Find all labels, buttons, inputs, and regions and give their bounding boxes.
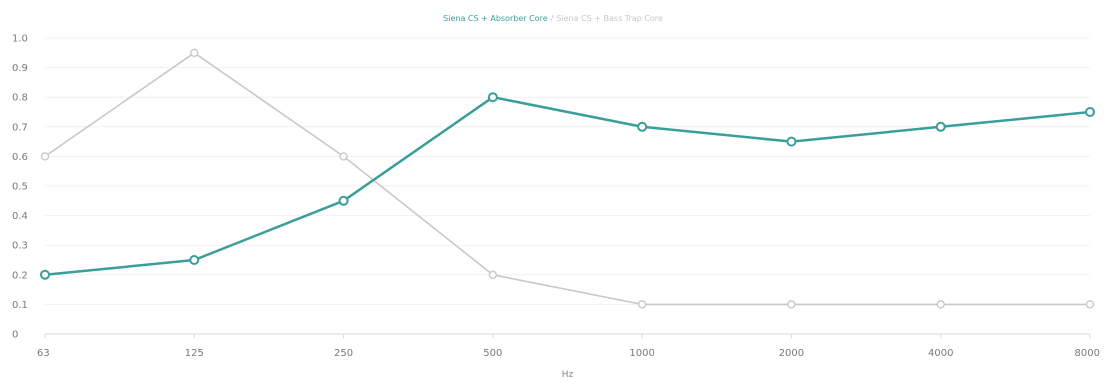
- x-tick-label: 500: [483, 348, 502, 359]
- series-0: [40, 92, 1095, 280]
- data-point[interactable]: [339, 152, 348, 161]
- data-point[interactable]: [1085, 300, 1095, 309]
- data-point[interactable]: [190, 48, 199, 57]
- x-tick-label: 63: [37, 348, 50, 359]
- data-point[interactable]: [787, 300, 796, 309]
- series-1: [40, 48, 1095, 309]
- data-point[interactable]: [40, 269, 50, 280]
- x-tick-label: 4000: [928, 348, 953, 359]
- y-tick-label: 0.1: [12, 300, 28, 311]
- series-layer: [40, 48, 1095, 309]
- y-tick-label: 0.4: [12, 211, 28, 222]
- y-tick-label: 0.8: [12, 93, 28, 104]
- y-tick-label: 0.7: [12, 122, 28, 133]
- x-tick-label: 8000: [1075, 348, 1100, 359]
- series-line: [44, 51, 1090, 306]
- x-tick-label: 1000: [629, 348, 654, 359]
- y-tick-label: 0.2: [12, 270, 28, 281]
- x-tick-label: 125: [185, 348, 204, 359]
- data-point[interactable]: [637, 300, 647, 309]
- series-line: [44, 95, 1091, 277]
- gridlines: [45, 37, 1090, 335]
- y-tick-label: 0.5: [12, 182, 28, 193]
- x-tick-label: 2000: [779, 348, 804, 359]
- data-point[interactable]: [637, 121, 648, 132]
- y-tick-label: 0.6: [12, 152, 28, 163]
- legend-entry-absorber-core[interactable]: Siena CS + Absorber Core: [443, 14, 548, 23]
- y-tick-label: 1.0: [12, 34, 28, 45]
- data-point[interactable]: [487, 92, 498, 103]
- data-point[interactable]: [189, 255, 200, 265]
- y-tick-label: 0.9: [12, 63, 28, 74]
- data-point[interactable]: [1085, 107, 1095, 117]
- data-point[interactable]: [935, 121, 946, 132]
- legend: Siena CS + Absorber Core / Siena CS + Ba…: [443, 14, 663, 23]
- x-axis-title: Hz: [562, 370, 574, 380]
- data-point[interactable]: [936, 300, 945, 309]
- data-point[interactable]: [338, 195, 349, 206]
- legend-entry-bass-trap-core[interactable]: Siena CS + Bass Trap Core: [556, 14, 663, 23]
- y-axis-ticks: 0 0.1 0.2 0.3 0.4 0.5 0.6 0.7 0.8 0.9 1.0: [12, 34, 28, 341]
- y-tick-label: 0: [12, 330, 18, 341]
- data-point[interactable]: [40, 152, 50, 161]
- data-point[interactable]: [786, 136, 797, 147]
- y-tick-label: 0.3: [12, 241, 28, 252]
- data-point[interactable]: [488, 270, 498, 279]
- x-tick-label: 250: [334, 348, 353, 359]
- legend-separator: /: [551, 14, 554, 23]
- x-axis-ticks: 63 125 250 500 1000 2000 4000 8000: [37, 334, 1100, 359]
